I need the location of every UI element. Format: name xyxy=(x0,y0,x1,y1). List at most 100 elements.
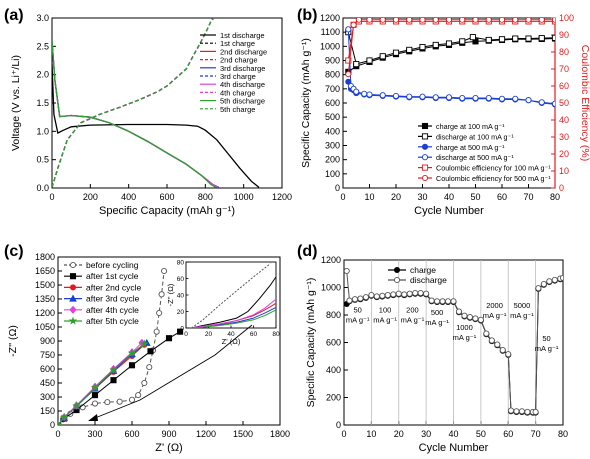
data-point xyxy=(72,401,81,410)
data-point xyxy=(432,18,439,23)
data-point xyxy=(177,328,184,335)
x-tick-label: 200 xyxy=(83,192,98,202)
legend-entry: after 5th cycle xyxy=(86,316,139,326)
y-tick-label: 600 xyxy=(326,338,341,348)
data-point xyxy=(421,122,429,130)
x-tick-label: 0 xyxy=(49,192,54,202)
legend-entry: 5th charge xyxy=(220,105,255,114)
series-line xyxy=(52,18,215,188)
legend-entry: charge xyxy=(410,265,436,275)
data-point xyxy=(540,281,547,288)
data-point xyxy=(345,71,352,78)
data-point xyxy=(379,18,386,23)
y-tick-label: 200 xyxy=(325,155,340,165)
data-point xyxy=(512,35,519,42)
y-tick-label: 0.0 xyxy=(36,183,49,193)
data-point xyxy=(466,314,473,321)
x-tick-label: 60 xyxy=(503,429,513,439)
y-tick-label: 1100 xyxy=(321,27,340,37)
series-line xyxy=(52,18,215,188)
data-point xyxy=(412,289,419,297)
y2-tick-label: 20 xyxy=(559,149,569,159)
data-point xyxy=(512,18,519,23)
data-point xyxy=(445,40,453,47)
series-line xyxy=(58,270,165,425)
data-point xyxy=(116,398,123,405)
data-point xyxy=(421,164,429,171)
y2-tick-label: 60 xyxy=(559,81,569,91)
data-point xyxy=(379,53,386,60)
data-point xyxy=(346,297,353,304)
y-tick-label: 0.5 xyxy=(36,155,49,165)
y-tick-label: 300 xyxy=(40,392,55,402)
legend-entry: after 4th cycle xyxy=(86,305,139,315)
legend-entry: discharge at 100 mA g⁻¹ xyxy=(436,132,514,141)
data-point xyxy=(355,18,362,23)
data-point xyxy=(147,348,154,355)
y-tick-label: 1000 xyxy=(321,283,341,293)
data-point xyxy=(421,174,429,182)
rate-label: mA g⁻¹ xyxy=(510,311,534,320)
data-point xyxy=(551,34,555,41)
rate-label: mA g⁻¹ xyxy=(483,311,507,320)
inset-x-tick-label: 80 xyxy=(272,331,280,338)
x-tick-label: 0 xyxy=(341,429,346,439)
y-tick-label: 1050 xyxy=(35,322,55,332)
data-point xyxy=(357,295,364,302)
data-point xyxy=(156,309,163,317)
data-point xyxy=(532,408,539,415)
x-tick-label: 1200 xyxy=(272,192,292,202)
x-tick-label: 50 xyxy=(470,192,480,202)
y2-tick-label: 70 xyxy=(559,64,569,74)
y-tick-label: 900 xyxy=(40,336,55,346)
data-point xyxy=(417,289,424,297)
y-axis-label: Specific Capacity (mAh g⁻¹) xyxy=(300,38,312,168)
x-tick-label: 80 xyxy=(550,192,560,202)
x-tick-label: 1800 xyxy=(270,429,290,439)
data-point xyxy=(392,92,400,99)
data-point xyxy=(459,94,466,102)
legend-entry: 4th charge xyxy=(220,88,255,97)
y-tick-label: 150 xyxy=(40,406,55,416)
x-tick-label: 60 xyxy=(497,192,507,202)
x-tick-label: 40 xyxy=(444,192,454,202)
rate-label: 200 xyxy=(406,305,419,314)
data-point xyxy=(445,18,453,23)
data-point xyxy=(128,396,136,403)
x-tick-label: 800 xyxy=(198,192,213,202)
rate-label: 5000 xyxy=(514,301,531,310)
y-tick-label: 1.5 xyxy=(36,98,49,108)
legend-entry: 3rd discharge xyxy=(220,64,265,73)
data-point xyxy=(421,133,429,140)
data-point xyxy=(472,315,479,322)
y-tick-label: 750 xyxy=(40,350,55,360)
plot-area xyxy=(345,18,555,108)
data-point xyxy=(379,92,386,99)
data-point xyxy=(421,154,429,161)
data-point xyxy=(524,408,531,415)
inset-x-tick-label: 60 xyxy=(250,331,258,338)
data-point xyxy=(128,362,136,369)
data-point xyxy=(379,292,386,299)
x-tick-label: 80 xyxy=(558,429,568,439)
data-point xyxy=(384,292,391,299)
data-point xyxy=(472,94,479,102)
inset-series-line xyxy=(191,276,276,328)
rate-label: mA g⁻¹ xyxy=(425,318,449,327)
data-point xyxy=(110,377,117,384)
x-tick-label: 20 xyxy=(391,192,401,202)
inset-x-tick-label: 20 xyxy=(205,331,213,338)
data-point xyxy=(345,57,352,64)
data-point xyxy=(406,93,413,100)
y-tick-label: 0 xyxy=(50,420,55,430)
data-point xyxy=(551,276,558,283)
data-point xyxy=(507,407,515,414)
y2-tick-label: 10 xyxy=(559,166,569,176)
rate-label: 1000 xyxy=(456,323,473,332)
rate-label: 50 xyxy=(542,334,550,343)
y-tick-label: 1200 xyxy=(321,255,341,265)
data-point xyxy=(366,57,373,64)
inset-pointer-arrow xyxy=(94,324,253,419)
x-tick-label: 400 xyxy=(121,192,136,202)
data-point xyxy=(109,365,118,374)
